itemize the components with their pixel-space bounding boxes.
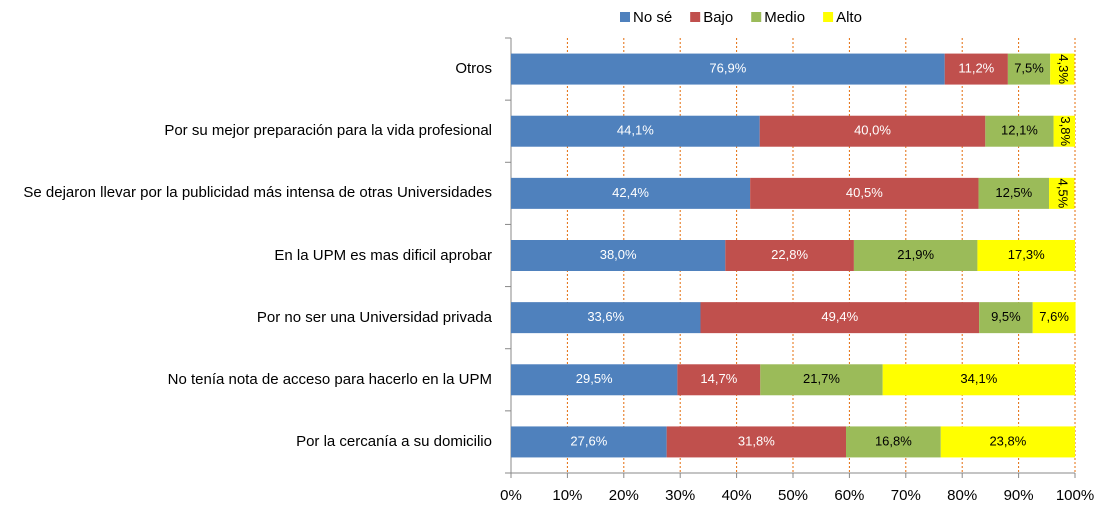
bar-segment [511, 177, 751, 209]
data-label: 40,5% [846, 185, 883, 200]
bar-segment [846, 426, 941, 458]
bar-segment [511, 53, 945, 85]
bar-segment [978, 177, 1050, 209]
bar-segment [1050, 53, 1075, 85]
legend-label: Alto [836, 9, 862, 26]
x-tick-label: 70% [891, 487, 921, 504]
data-label: 3,8% [1058, 116, 1073, 146]
data-label: 38,0% [600, 247, 637, 262]
x-tick-label: 100% [1056, 487, 1094, 504]
bar-segment [511, 240, 726, 271]
data-label: 7,5% [1014, 61, 1044, 76]
bar-segment [853, 240, 978, 271]
data-label: 22,8% [771, 247, 808, 262]
bar-segment [979, 302, 1033, 334]
data-label: 12,5% [995, 185, 1032, 200]
data-label: 4,3% [1056, 54, 1071, 84]
bar-segment [677, 364, 761, 396]
legend-label: Bajo [703, 9, 733, 26]
x-tick-label: 0% [500, 487, 522, 504]
bar-segment [750, 177, 979, 209]
bar-segment [1053, 115, 1075, 147]
legend-swatch [751, 12, 762, 22]
bar-segment [977, 240, 1075, 271]
bar-segment [940, 426, 1075, 458]
bar-segment [759, 115, 986, 147]
legend-swatch [823, 12, 834, 22]
data-label: 34,1% [960, 371, 997, 386]
category-label: Se dejaron llevar por la publicidad más … [23, 184, 492, 202]
category-label: Otros [455, 60, 492, 78]
x-tick-label: 40% [722, 487, 752, 504]
x-tick-label: 50% [778, 487, 808, 504]
category-label: Por su mejor preparación para la vida pr… [164, 122, 492, 140]
data-label: 42,4% [612, 185, 649, 200]
data-label: 44,1% [617, 123, 654, 138]
x-tick-label: 20% [609, 487, 639, 504]
x-tick-label: 80% [947, 487, 977, 504]
category-label: Por la cercanía a su domicilio [296, 432, 492, 450]
data-label: 33,6% [587, 309, 624, 324]
bar-segment [882, 364, 1075, 396]
data-label: 21,7% [803, 371, 840, 386]
legend-swatch [620, 12, 630, 22]
data-label: 9,5% [991, 309, 1021, 324]
data-label: 31,8% [738, 433, 775, 448]
bar-segment [1007, 53, 1051, 85]
data-label: 29,5% [576, 371, 613, 386]
data-label: 40,0% [854, 123, 891, 138]
bar-segment [944, 53, 1008, 85]
x-tick-label: 60% [834, 487, 864, 504]
x-tick-label: 10% [552, 487, 582, 504]
bar-segment [511, 364, 678, 396]
bar-segment [666, 426, 847, 458]
data-label: 49,4% [821, 309, 858, 324]
legend-label: No sé [633, 9, 672, 26]
x-tick-label: 30% [665, 487, 695, 504]
legend-label: Medio [764, 9, 805, 26]
data-label: 7,6% [1039, 309, 1069, 324]
x-tick-label: 90% [1004, 487, 1034, 504]
category-label: Por no ser una Universidad privada [256, 308, 492, 326]
bar-segment [725, 240, 854, 271]
category-label: En la UPM es mas dificil aprobar [274, 246, 492, 264]
bar-segment [1049, 177, 1075, 209]
data-label: 76,9% [709, 61, 746, 76]
bar-segment [985, 115, 1054, 147]
data-label: 16,8% [875, 433, 912, 448]
data-label: 4,5% [1055, 179, 1070, 209]
bar-segment [511, 302, 701, 334]
bar-segment [511, 115, 760, 147]
data-label: 27,6% [570, 433, 607, 448]
data-label: 11,2% [958, 61, 994, 76]
bar-segment [700, 302, 980, 334]
data-label: 17,3% [1008, 247, 1045, 262]
data-label: 12,1% [1001, 123, 1038, 138]
data-label: 23,8% [989, 433, 1026, 448]
bar-segment [760, 364, 883, 396]
data-label: 21,9% [897, 247, 934, 262]
data-label: 14,7% [700, 371, 737, 386]
bar-segment [511, 426, 667, 458]
category-label: No tenía nota de acceso para hacerlo en … [167, 370, 492, 388]
legend-swatch [690, 12, 701, 22]
bar-segment [1032, 302, 1076, 334]
